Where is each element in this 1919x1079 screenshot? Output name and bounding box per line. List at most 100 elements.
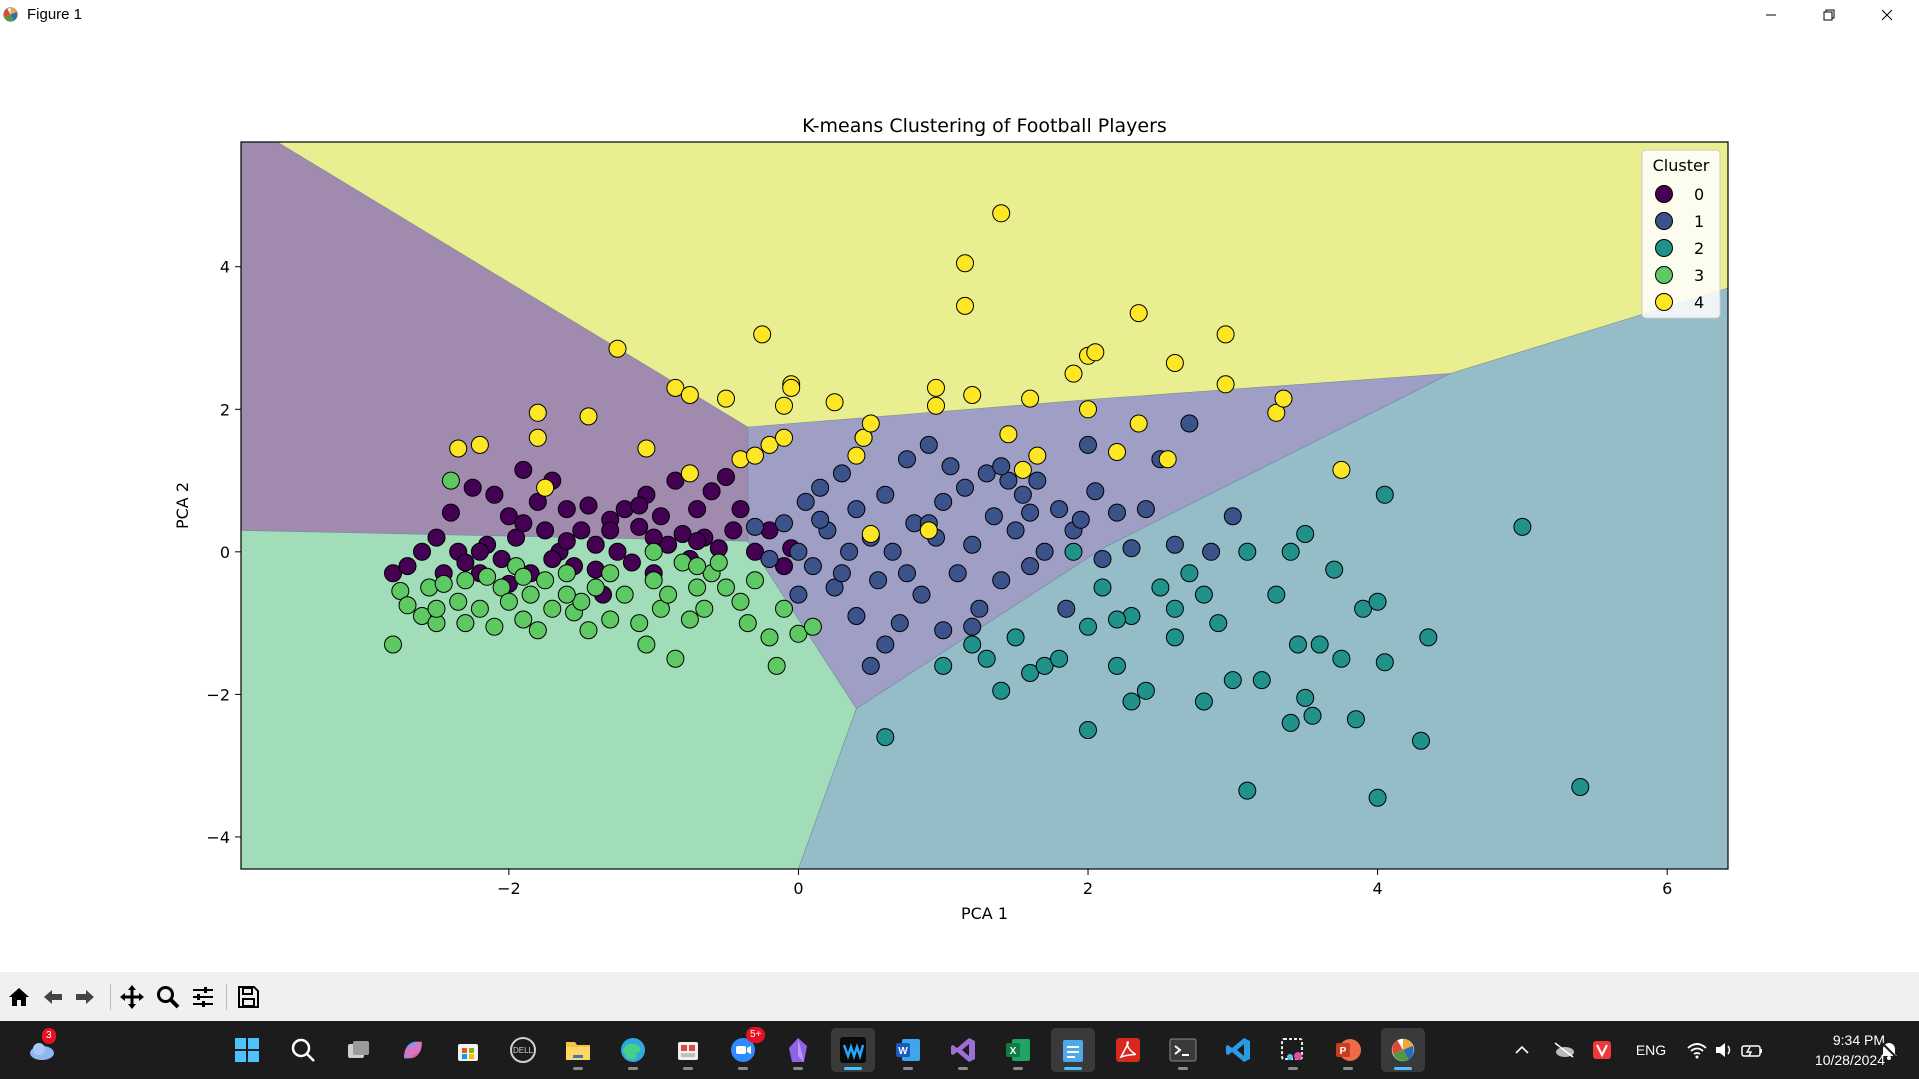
point-cluster-4: [927, 396, 945, 415]
legend-label: 4: [1694, 293, 1704, 312]
taskbar-powerpoint[interactable]: P: [1326, 1028, 1370, 1072]
taskbar-excel[interactable]: X: [996, 1028, 1040, 1072]
tray-language[interactable]: ENG: [1635, 1042, 1667, 1058]
tray-volume[interactable]: [1713, 1040, 1735, 1060]
forward-button[interactable]: [70, 982, 100, 1012]
point-cluster-1: [992, 571, 1011, 590]
point-cluster-4: [1013, 460, 1032, 479]
point-cluster-0: [651, 507, 670, 526]
taskbar-audio-app[interactable]: [831, 1028, 875, 1072]
tray-vivaldi[interactable]: [1591, 1040, 1613, 1060]
point-cluster-1: [789, 542, 808, 561]
point-cluster-1: [963, 617, 982, 636]
taskbar-python-figure[interactable]: [1381, 1028, 1425, 1072]
task-view-button[interactable]: [336, 1028, 380, 1072]
point-cluster-4: [847, 446, 866, 465]
notifications-button[interactable]: [1877, 1040, 1901, 1060]
zoom-button[interactable]: [153, 982, 183, 1012]
point-cluster-3: [615, 585, 634, 604]
taskbar-terminal[interactable]: [1161, 1028, 1205, 1072]
obsidian-icon: [789, 1038, 807, 1062]
excel-icon: X: [1006, 1039, 1030, 1061]
show-hidden-icons-button[interactable]: [1512, 1040, 1532, 1060]
tray-onedrive[interactable]: [1552, 1040, 1576, 1060]
taskbar-dell[interactable]: DELL: [501, 1028, 545, 1072]
taskbar-clock[interactable]: 9:34 PM 10/28/2024: [1775, 1030, 1885, 1070]
point-cluster-0: [543, 550, 562, 568]
svg-text:DELL: DELL: [513, 1046, 534, 1055]
legend-label: 1: [1694, 212, 1704, 231]
tray-network[interactable]: [1685, 1040, 1709, 1060]
restore-button[interactable]: [1800, 0, 1858, 29]
close-button[interactable]: [1858, 0, 1916, 29]
taskbar-vscode[interactable]: [1216, 1028, 1260, 1072]
edge-browser-icon: [621, 1038, 645, 1062]
taskbar-edge[interactable]: [611, 1028, 655, 1072]
tray-battery[interactable]: [1740, 1040, 1764, 1060]
point-cluster-3: [630, 614, 649, 633]
point-cluster-2: [1151, 578, 1170, 597]
point-cluster-3: [528, 621, 547, 640]
back-button[interactable]: [38, 982, 68, 1012]
home-button[interactable]: [4, 982, 34, 1012]
point-cluster-4: [746, 446, 764, 465]
point-cluster-4: [1216, 325, 1235, 344]
taskbar-snipping-tool[interactable]: [1271, 1028, 1315, 1072]
taskbar-file-explorer[interactable]: [556, 1028, 600, 1072]
running-indicator: [1343, 1067, 1353, 1070]
home-icon: [9, 988, 29, 1006]
point-cluster-4: [1028, 446, 1047, 465]
taskbar-zoom[interactable]: 5+: [721, 1027, 766, 1072]
point-cluster-0: [724, 521, 743, 540]
figure-canvas[interactable]: −2 0 2 4 6 −4 −2 0 2 4 K-means Clustering of Foo…: [0, 29, 1919, 972]
taskbar-app-tray[interactable]: [666, 1028, 710, 1072]
minimize-button[interactable]: [1742, 0, 1800, 29]
point-cluster-4: [1332, 460, 1351, 479]
point-cluster-2: [1267, 585, 1286, 604]
point-cluster-4: [992, 204, 1011, 223]
taskbar-visual-studio[interactable]: [941, 1028, 985, 1072]
point-cluster-4: [825, 393, 844, 412]
point-cluster-1: [984, 507, 1003, 526]
point-cluster-2: [1006, 628, 1025, 647]
point-cluster-2: [1165, 628, 1184, 647]
point-cluster-4: [927, 378, 945, 397]
point-cluster-3: [514, 567, 533, 586]
point-cluster-1: [1035, 542, 1054, 561]
legend-marker: [1655, 212, 1673, 230]
taskbar-microsoft-store[interactable]: [446, 1028, 490, 1072]
running-indicator: [958, 1067, 968, 1070]
taskbar-obsidian[interactable]: [776, 1028, 820, 1072]
taskbar-notepad[interactable]: [1051, 1028, 1095, 1072]
point-cluster-2: [1223, 671, 1242, 690]
point-cluster-3: [717, 578, 735, 597]
kmeans-chart[interactable]: −2 0 2 4 6 −4 −2 0 2 4 K-means Clustering of Foo…: [0, 29, 1919, 972]
point-cluster-0: [630, 496, 649, 515]
point-cluster-4: [680, 464, 699, 483]
point-cluster-4: [861, 414, 880, 433]
point-cluster-4: [608, 339, 627, 358]
point-cluster-3: [709, 553, 728, 572]
save-button[interactable]: [233, 982, 263, 1012]
y-tick-label: −4: [206, 828, 230, 847]
configure-subplots-button[interactable]: [188, 982, 218, 1012]
taskbar-copilot[interactable]: [391, 1028, 435, 1072]
point-cluster-2: [977, 649, 996, 668]
start-button[interactable]: [225, 1028, 269, 1072]
point-cluster-3: [572, 592, 591, 611]
weather-widget[interactable]: 3: [20, 1028, 64, 1072]
point-cluster-3: [760, 628, 779, 647]
running-indicator: [628, 1067, 638, 1070]
point-cluster-1: [1028, 471, 1047, 490]
point-cluster-1: [1136, 500, 1155, 519]
point-cluster-1: [1093, 550, 1112, 568]
point-cluster-3: [738, 614, 757, 633]
search-button[interactable]: [281, 1028, 325, 1072]
point-cluster-3: [514, 610, 533, 629]
point-cluster-3: [651, 599, 670, 618]
point-cluster-1: [1057, 599, 1076, 618]
point-cluster-4: [782, 378, 801, 397]
pan-button[interactable]: [117, 982, 147, 1012]
taskbar-word[interactable]: W: [886, 1028, 930, 1072]
taskbar-acrobat[interactable]: [1106, 1028, 1150, 1072]
